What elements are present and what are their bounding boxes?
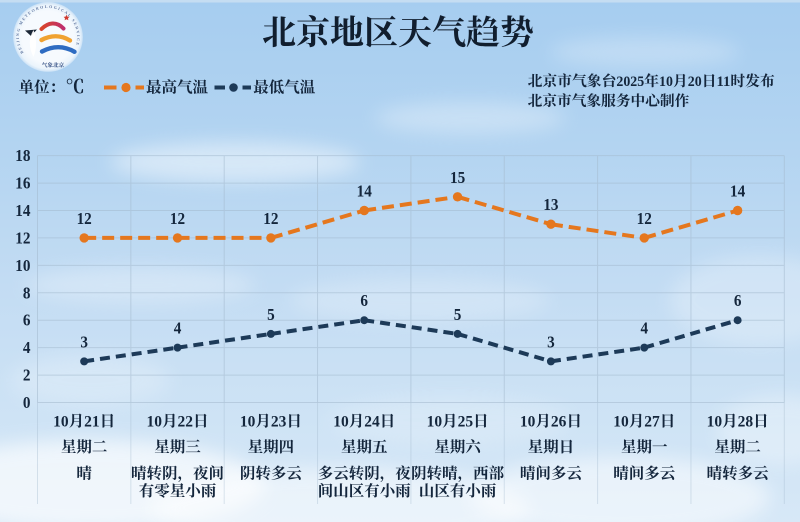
svg-text:16: 16 [15, 174, 30, 193]
svg-text:10: 10 [15, 256, 30, 275]
svg-text:18: 18 [15, 146, 30, 165]
svg-text:10: 10 [53, 413, 69, 430]
svg-text:10: 10 [659, 74, 673, 90]
svg-text:5: 5 [267, 305, 275, 324]
svg-text:3: 3 [80, 332, 88, 351]
svg-text:12: 12 [15, 228, 30, 247]
svg-text:4: 4 [640, 319, 648, 338]
svg-text:15: 15 [450, 168, 465, 187]
svg-text:25: 25 [458, 413, 474, 430]
svg-text:14: 14 [357, 182, 372, 201]
svg-text:10: 10 [427, 413, 443, 430]
svg-text:11: 11 [716, 74, 730, 90]
svg-text:3: 3 [547, 332, 555, 351]
svg-text:4: 4 [174, 319, 182, 338]
svg-text:14: 14 [730, 182, 745, 201]
svg-text:10: 10 [520, 413, 536, 430]
svg-text:10: 10 [147, 413, 163, 430]
svg-text:21: 21 [84, 413, 100, 430]
svg-text:2: 2 [23, 366, 31, 385]
svg-text:13: 13 [543, 195, 558, 214]
svg-text:28: 28 [738, 413, 754, 430]
svg-text:0: 0 [23, 393, 31, 412]
svg-text:12: 12 [77, 209, 92, 228]
svg-text:12: 12 [637, 209, 652, 228]
svg-text:24: 24 [364, 413, 380, 430]
svg-text:12: 12 [170, 209, 185, 228]
svg-text:10: 10 [240, 413, 256, 430]
svg-text:10: 10 [613, 413, 629, 430]
svg-text:14: 14 [15, 201, 30, 220]
svg-text:20: 20 [688, 74, 702, 90]
svg-text:2025: 2025 [616, 74, 644, 90]
svg-text:10: 10 [707, 413, 723, 430]
svg-text:26: 26 [551, 413, 567, 430]
svg-text:6: 6 [734, 291, 742, 310]
svg-text:5: 5 [454, 305, 462, 324]
svg-text:22: 22 [178, 413, 194, 430]
svg-text:27: 27 [644, 413, 660, 430]
svg-text:23: 23 [271, 413, 287, 430]
svg-text:10: 10 [333, 413, 349, 430]
svg-text:6: 6 [360, 291, 368, 310]
svg-text:8: 8 [23, 283, 31, 302]
svg-text:6: 6 [23, 311, 31, 330]
svg-text:4: 4 [23, 338, 31, 357]
svg-text:12: 12 [263, 209, 278, 228]
